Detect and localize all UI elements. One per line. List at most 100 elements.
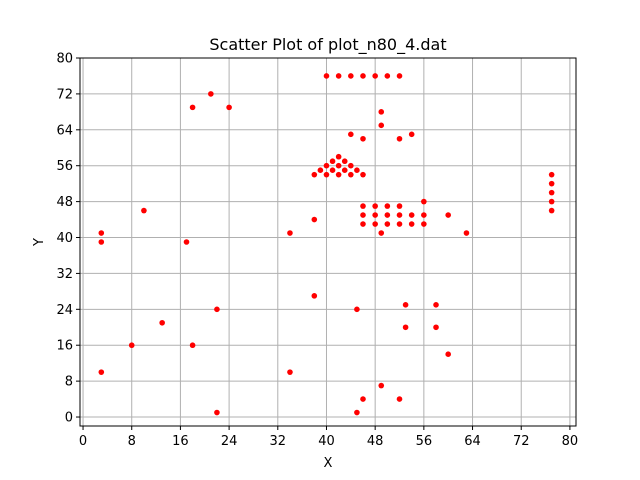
data-point xyxy=(548,198,555,205)
plot-area-frame xyxy=(79,57,577,427)
data-point xyxy=(348,171,354,178)
data-point xyxy=(396,203,403,209)
data-point xyxy=(323,73,330,79)
data-point xyxy=(378,109,385,115)
data-point xyxy=(396,135,403,142)
x-tick-label: 8 xyxy=(128,434,136,449)
x-tick-label: 40 xyxy=(318,434,335,449)
data-point xyxy=(214,409,220,416)
x-tick-label: 64 xyxy=(464,434,481,449)
data-point xyxy=(445,212,451,218)
y-tick-label: 48 xyxy=(56,195,73,210)
y-axis: 0 8 16 24 32 40 48 56 64 72 80 xyxy=(56,52,80,426)
data-point xyxy=(372,203,378,209)
x-tick-label: 24 xyxy=(221,434,238,449)
data-point xyxy=(372,73,378,79)
y-tick-label: 24 xyxy=(56,303,73,318)
data-point xyxy=(372,212,378,218)
data-point xyxy=(396,212,403,218)
x-tick-label: 80 xyxy=(562,434,579,449)
data-point xyxy=(189,104,196,111)
y-tick-label: 16 xyxy=(56,339,73,354)
data-point xyxy=(323,162,330,169)
data-point xyxy=(378,382,385,389)
data-point xyxy=(348,162,354,169)
data-point xyxy=(189,342,196,349)
data-point xyxy=(208,91,214,97)
data-point xyxy=(311,171,318,178)
data-point xyxy=(98,230,105,236)
data-point xyxy=(159,319,165,326)
data-point xyxy=(396,221,403,227)
x-axis-label: X xyxy=(324,456,333,471)
data-point xyxy=(360,73,366,79)
data-points xyxy=(98,73,555,416)
data-point xyxy=(348,131,354,138)
data-point xyxy=(548,180,555,187)
data-point xyxy=(445,351,451,357)
y-axis-label: Y xyxy=(32,238,47,247)
y-tick-label: 80 xyxy=(56,52,73,67)
x-tick-label: 16 xyxy=(172,434,189,449)
data-point xyxy=(354,167,360,173)
data-point xyxy=(360,221,366,227)
data-point xyxy=(128,342,135,349)
x-tick-label: 32 xyxy=(270,434,287,449)
data-point xyxy=(548,171,555,178)
data-point xyxy=(335,73,342,79)
y-tick-label: 56 xyxy=(56,159,73,174)
data-point xyxy=(402,302,409,308)
data-point xyxy=(360,135,366,142)
data-point xyxy=(378,122,385,129)
data-point xyxy=(384,221,391,227)
data-point xyxy=(421,212,427,218)
data-point xyxy=(287,230,293,236)
y-tick-label: 0 xyxy=(65,411,73,426)
data-point xyxy=(183,239,190,245)
data-point xyxy=(329,158,336,165)
data-point xyxy=(354,409,360,416)
data-point xyxy=(317,167,324,173)
x-tick-label: 72 xyxy=(513,434,530,449)
data-point xyxy=(329,167,336,173)
data-point xyxy=(323,171,330,178)
data-point xyxy=(378,230,385,236)
data-point xyxy=(226,104,232,111)
y-tick-label: 64 xyxy=(56,123,73,138)
data-point xyxy=(311,293,318,299)
data-point xyxy=(214,306,220,313)
data-point xyxy=(98,369,105,375)
data-point xyxy=(402,324,409,331)
data-point xyxy=(335,153,342,160)
data-point xyxy=(433,302,439,308)
data-point xyxy=(287,369,293,375)
y-tick-label: 72 xyxy=(56,87,73,102)
x-tick-label: 48 xyxy=(367,434,384,449)
data-point xyxy=(421,198,427,205)
data-point xyxy=(548,189,555,196)
data-point xyxy=(433,324,439,331)
y-tick-label: 32 xyxy=(56,267,73,282)
x-tick-label: 0 xyxy=(79,434,87,449)
chart-title: Scatter Plot of plot_n80_4.dat xyxy=(209,35,446,55)
x-axis: 0 8 16 24 32 40 48 56 64 72 80 xyxy=(79,426,578,449)
data-point xyxy=(360,396,366,402)
data-point xyxy=(98,239,105,245)
data-point xyxy=(354,306,360,313)
data-point xyxy=(384,212,391,218)
data-point xyxy=(396,73,403,79)
data-point xyxy=(408,212,415,218)
data-point xyxy=(360,212,366,218)
data-point xyxy=(141,207,147,214)
y-tick-label: 8 xyxy=(65,375,73,390)
y-tick-label: 40 xyxy=(56,231,73,246)
data-point xyxy=(408,221,415,227)
data-point xyxy=(372,221,378,227)
data-point xyxy=(335,171,342,178)
data-point xyxy=(341,167,348,173)
data-point xyxy=(335,162,342,169)
data-point xyxy=(384,203,391,209)
